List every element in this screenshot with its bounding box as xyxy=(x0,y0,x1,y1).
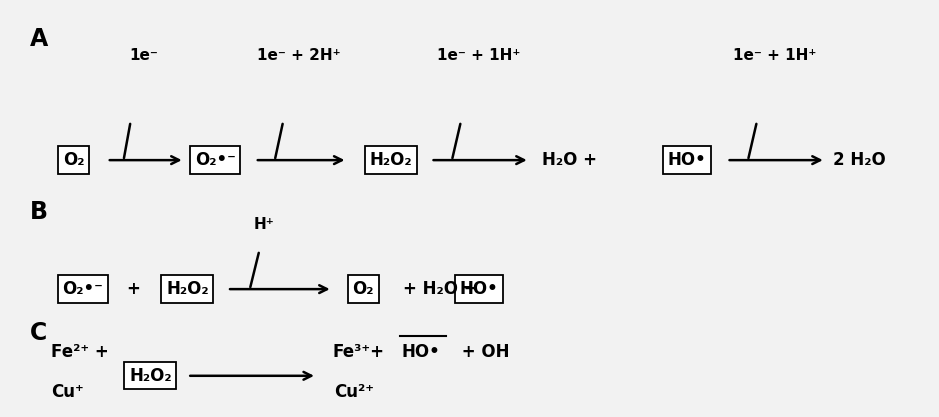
Text: H₂O₂: H₂O₂ xyxy=(166,280,208,298)
Text: O₂•⁻: O₂•⁻ xyxy=(62,280,103,298)
Text: Cu⁺: Cu⁺ xyxy=(52,383,85,401)
Text: Fe³⁺+: Fe³⁺+ xyxy=(332,343,385,361)
Text: Cu²⁺: Cu²⁺ xyxy=(334,383,375,401)
Text: H₂O +: H₂O + xyxy=(542,151,596,169)
Text: 1e⁻ + 1H⁺: 1e⁻ + 1H⁺ xyxy=(437,48,520,63)
Text: HO•: HO• xyxy=(668,151,706,169)
Text: Fe²⁺ +: Fe²⁺ + xyxy=(52,343,109,361)
Text: 1e⁻ + 2H⁺: 1e⁻ + 2H⁺ xyxy=(257,48,341,63)
Text: O₂: O₂ xyxy=(63,151,85,169)
Text: 1e⁻: 1e⁻ xyxy=(130,48,159,63)
Text: 1e⁻ + 1H⁺: 1e⁻ + 1H⁺ xyxy=(733,48,817,63)
Text: B: B xyxy=(30,201,48,224)
Text: + H₂O +: + H₂O + xyxy=(403,280,478,298)
Text: +: + xyxy=(126,280,140,298)
Text: O₂•⁻: O₂•⁻ xyxy=(194,151,236,169)
Text: HO•: HO• xyxy=(402,343,440,361)
Text: H₂O₂: H₂O₂ xyxy=(129,367,172,385)
Text: + OH: + OH xyxy=(455,343,509,361)
Text: H⁺: H⁺ xyxy=(254,217,274,232)
Text: A: A xyxy=(30,27,48,51)
Text: H₂O₂: H₂O₂ xyxy=(370,151,412,169)
Text: C: C xyxy=(30,322,47,345)
Text: HO•: HO• xyxy=(459,280,498,298)
Text: O₂: O₂ xyxy=(352,280,374,298)
Text: 2 H₂O: 2 H₂O xyxy=(833,151,885,169)
